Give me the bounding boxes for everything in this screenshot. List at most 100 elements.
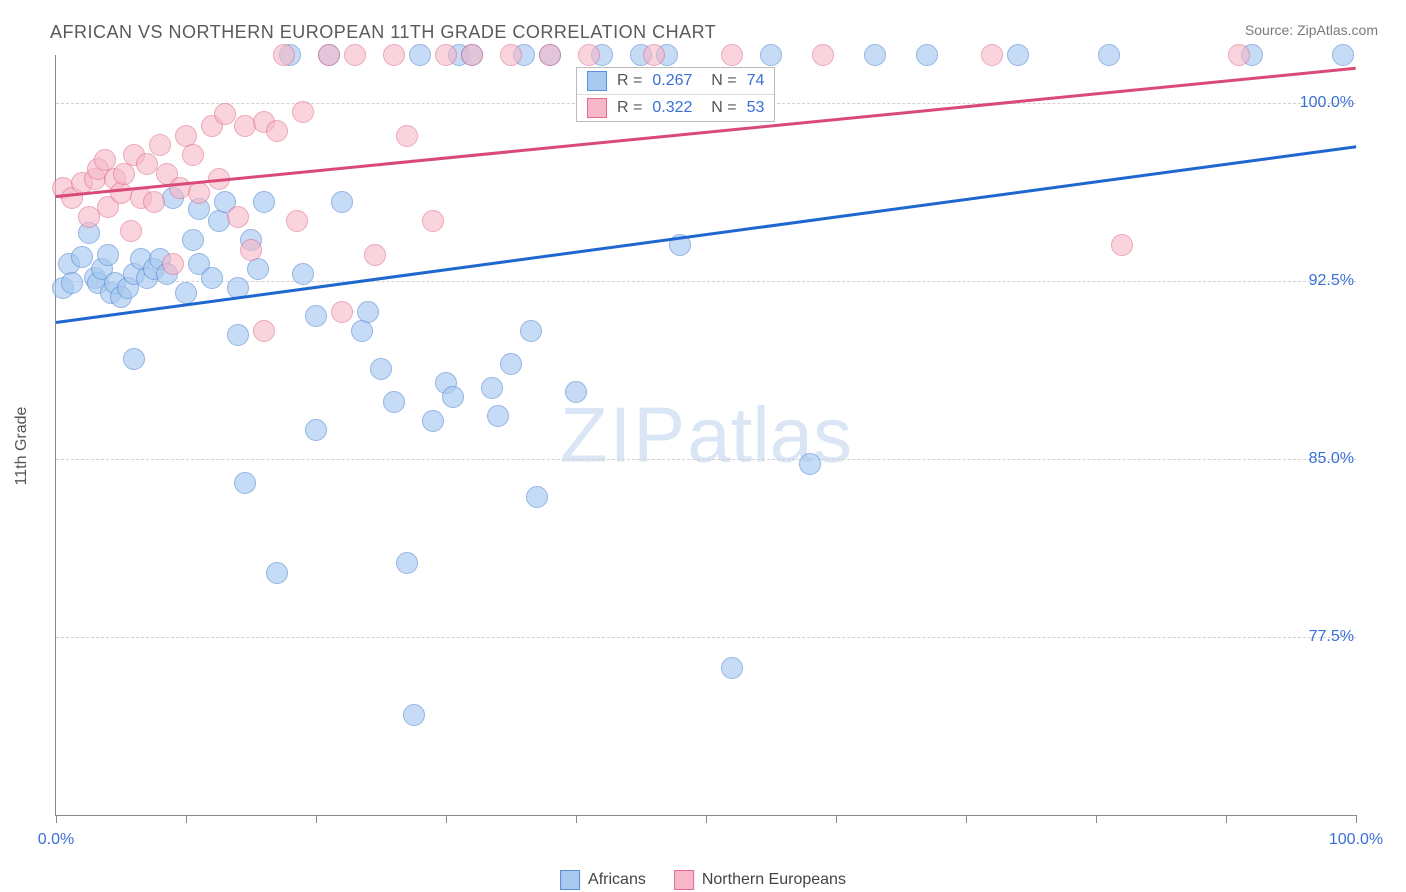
- y-tick-label: 100.0%: [1300, 94, 1358, 112]
- source-label: Source: ZipAtlas.com: [1245, 22, 1378, 38]
- data-point: [266, 562, 288, 584]
- watermark-rest: atlas: [687, 391, 852, 479]
- x-tick: [1096, 815, 1097, 823]
- data-point: [227, 324, 249, 346]
- data-point: [331, 301, 353, 323]
- data-point: [442, 386, 464, 408]
- x-tick: [446, 815, 447, 823]
- data-point: [409, 44, 431, 66]
- data-point: [120, 220, 142, 242]
- data-point: [169, 177, 191, 199]
- data-point: [234, 472, 256, 494]
- legend-swatch-icon: [560, 870, 580, 890]
- x-tick-label: 100.0%: [1329, 831, 1383, 849]
- data-point: [201, 267, 223, 289]
- gridline: [56, 637, 1356, 638]
- data-point: [113, 163, 135, 185]
- data-point: [500, 353, 522, 375]
- data-point: [481, 377, 503, 399]
- data-point: [273, 44, 295, 66]
- chart-title: AFRICAN VS NORTHERN EUROPEAN 11TH GRADE …: [50, 22, 716, 43]
- y-tick-label: 77.5%: [1309, 628, 1358, 646]
- stat-r-label: R =: [617, 99, 642, 117]
- data-point: [370, 358, 392, 380]
- data-point: [143, 191, 165, 213]
- stats-swatch-icon: [587, 98, 607, 118]
- data-point: [760, 44, 782, 66]
- data-point: [61, 272, 83, 294]
- data-point: [520, 320, 542, 342]
- data-point: [396, 125, 418, 147]
- data-point: [110, 182, 132, 204]
- stat-r-label: R =: [617, 72, 642, 90]
- stats-row: R = 0.322 N = 53: [577, 94, 774, 121]
- data-point: [435, 44, 457, 66]
- x-tick: [56, 815, 57, 823]
- data-point: [812, 44, 834, 66]
- data-point: [383, 391, 405, 413]
- data-point: [396, 552, 418, 574]
- stats-box: R = 0.267 N = 74R = 0.322 N = 53: [576, 67, 775, 122]
- data-point: [149, 134, 171, 156]
- data-point: [916, 44, 938, 66]
- data-point: [71, 246, 93, 268]
- y-axis-label: 11th Grade: [13, 407, 31, 486]
- stat-n-label: N =: [702, 72, 736, 90]
- legend-item-africans: Africans: [560, 870, 646, 890]
- data-point: [305, 305, 327, 327]
- data-point: [162, 253, 184, 275]
- data-point: [175, 282, 197, 304]
- data-point: [188, 182, 210, 204]
- data-point: [97, 244, 119, 266]
- data-point: [292, 263, 314, 285]
- data-point: [799, 453, 821, 475]
- data-point: [721, 44, 743, 66]
- data-point: [422, 210, 444, 232]
- data-point: [247, 258, 269, 280]
- legend-item-northern-europeans: Northern Europeans: [674, 870, 846, 890]
- data-point: [253, 191, 275, 213]
- gridline: [56, 459, 1356, 460]
- data-point: [721, 657, 743, 679]
- x-tick: [576, 815, 577, 823]
- data-point: [357, 301, 379, 323]
- data-point: [578, 44, 600, 66]
- data-point: [182, 144, 204, 166]
- data-point: [351, 320, 373, 342]
- x-tick-label: 0.0%: [38, 831, 74, 849]
- data-point: [364, 244, 386, 266]
- data-point: [123, 348, 145, 370]
- data-point: [331, 191, 353, 213]
- data-point: [1111, 234, 1133, 256]
- x-tick: [316, 815, 317, 823]
- legend-swatch-icon: [674, 870, 694, 890]
- scatter-plot: ZIPatlas 77.5%85.0%92.5%100.0%0.0%100.0%…: [55, 55, 1356, 816]
- data-point: [214, 103, 236, 125]
- legend: Africans Northern Europeans: [560, 870, 846, 890]
- stat-r-value: 0.322: [652, 99, 692, 117]
- data-point: [344, 44, 366, 66]
- gridline: [56, 281, 1356, 282]
- x-tick: [966, 815, 967, 823]
- stat-r-value: 0.267: [652, 72, 692, 90]
- x-tick: [1226, 815, 1227, 823]
- y-tick-label: 92.5%: [1309, 272, 1358, 290]
- x-tick: [706, 815, 707, 823]
- data-point: [526, 486, 548, 508]
- legend-label: Africans: [588, 871, 646, 889]
- data-point: [1332, 44, 1354, 66]
- data-point: [266, 120, 288, 142]
- data-point: [422, 410, 444, 432]
- data-point: [240, 239, 262, 261]
- legend-label: Northern Europeans: [702, 871, 846, 889]
- data-point: [227, 206, 249, 228]
- stats-swatch-icon: [587, 71, 607, 91]
- y-tick-label: 85.0%: [1309, 450, 1358, 468]
- data-point: [286, 210, 308, 232]
- data-point: [292, 101, 314, 123]
- data-point: [487, 405, 509, 427]
- data-point: [1228, 44, 1250, 66]
- data-point: [981, 44, 1003, 66]
- data-point: [864, 44, 886, 66]
- stats-row: R = 0.267 N = 74: [577, 68, 774, 94]
